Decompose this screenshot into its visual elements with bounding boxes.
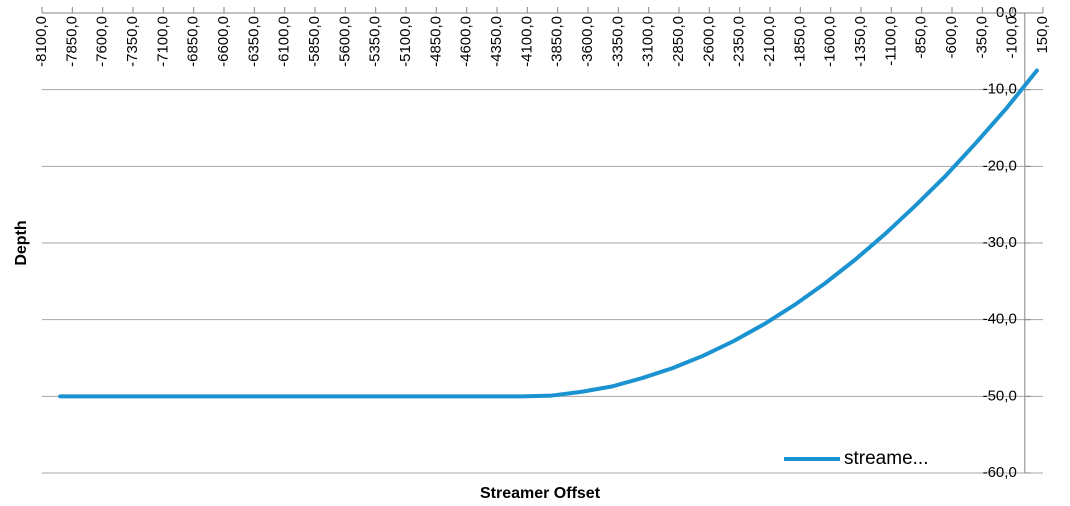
x-tick-label: -6600,0 bbox=[215, 16, 232, 67]
x-tick-label: -350,0 bbox=[973, 16, 990, 59]
x-tick-label: -1350,0 bbox=[852, 16, 869, 67]
x-tick-label: -600,0 bbox=[943, 16, 960, 59]
x-tick-label: -1850,0 bbox=[791, 16, 808, 67]
x-tick-label: -8100,0 bbox=[33, 16, 50, 67]
legend-label: streame... bbox=[844, 448, 928, 469]
x-tick-label: -2100,0 bbox=[761, 16, 778, 67]
x-tick-label: -2350,0 bbox=[731, 16, 748, 67]
y-tick-label: -60,0 bbox=[983, 464, 1017, 481]
x-tick-label: -4100,0 bbox=[518, 16, 535, 67]
x-tick-label: -1100,0 bbox=[882, 16, 899, 66]
x-tick-label: -4600,0 bbox=[458, 16, 475, 67]
x-tick-label: -100,0 bbox=[1004, 16, 1021, 59]
y-axis-label: Depth bbox=[13, 220, 30, 265]
x-tick-label: -4850,0 bbox=[427, 16, 444, 67]
x-tick-label: -7350,0 bbox=[124, 16, 141, 67]
y-tick-label: -30,0 bbox=[983, 234, 1017, 251]
x-tick-label: -7600,0 bbox=[94, 16, 111, 67]
y-tick-label: -20,0 bbox=[983, 157, 1017, 174]
x-axis-label: Streamer Offset bbox=[480, 485, 601, 502]
x-tick-label: -3350,0 bbox=[609, 16, 626, 67]
x-tick-label: -3600,0 bbox=[579, 16, 596, 67]
x-tick-label: -5850,0 bbox=[306, 16, 323, 67]
x-tick-label: -3850,0 bbox=[549, 16, 566, 67]
x-tick-label: -6350,0 bbox=[245, 16, 262, 67]
y-tick-label: -40,0 bbox=[983, 311, 1017, 328]
x-tick-label: -5100,0 bbox=[397, 16, 414, 67]
x-tick-label: -7100,0 bbox=[154, 16, 171, 67]
x-tick-label: -2850,0 bbox=[670, 16, 687, 67]
y-tick-label: 0,0 bbox=[996, 4, 1017, 21]
x-tick-label: -6850,0 bbox=[185, 16, 202, 67]
x-tick-label: -2600,0 bbox=[700, 16, 717, 67]
y-tick-label: -10,0 bbox=[983, 81, 1017, 98]
x-tick-label: -6100,0 bbox=[276, 16, 293, 67]
x-tick-label: -7850,0 bbox=[63, 16, 80, 67]
x-tick-label: 150,0 bbox=[1034, 16, 1051, 54]
y-tick-label: -50,0 bbox=[983, 387, 1017, 404]
line-series bbox=[58, 68, 1039, 399]
x-tick-label: -4350,0 bbox=[488, 16, 505, 67]
x-tick-label: -5350,0 bbox=[367, 16, 384, 67]
x-tick-label: -3100,0 bbox=[640, 16, 657, 67]
x-tick-label: -1600,0 bbox=[822, 16, 839, 67]
x-tick-label: -850,0 bbox=[913, 16, 930, 59]
x-tick-label: -5600,0 bbox=[336, 16, 353, 67]
